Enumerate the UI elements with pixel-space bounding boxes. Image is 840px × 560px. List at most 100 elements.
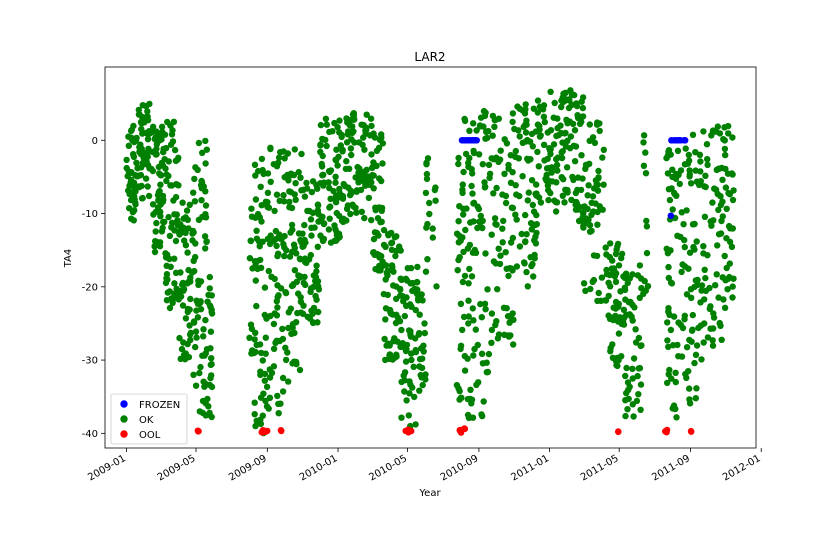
data-point-ok — [633, 397, 641, 405]
data-point-ok — [722, 184, 730, 191]
data-point-ok — [398, 341, 405, 349]
series-ool — [194, 425, 695, 436]
data-point-ok — [199, 149, 206, 156]
data-point-ok — [205, 291, 212, 299]
data-point-ok — [499, 239, 506, 246]
data-point-ok — [172, 237, 180, 245]
data-point-ok — [178, 345, 186, 353]
data-point-ok — [470, 120, 477, 127]
data-point-ok — [512, 182, 519, 189]
data-point-ok — [585, 216, 592, 223]
data-point-ok — [285, 378, 292, 385]
data-point-ok — [589, 278, 596, 285]
data-point-ok — [533, 211, 540, 219]
data-point-ok — [612, 278, 620, 286]
data-point-ok — [171, 280, 178, 287]
data-point-ok — [376, 262, 383, 270]
data-point-ok — [455, 218, 462, 225]
data-point-ok — [461, 367, 469, 374]
data-point-ok — [416, 363, 423, 370]
data-point-ok — [484, 286, 491, 293]
data-point-ok — [308, 188, 316, 196]
data-point-ok — [408, 356, 415, 364]
legend-label-ool: OOL — [139, 430, 161, 441]
data-point-ok — [472, 326, 479, 333]
data-point-ok — [407, 264, 415, 272]
data-point-ok — [402, 358, 410, 365]
data-point-ok — [681, 316, 688, 323]
data-point-ok — [485, 161, 493, 169]
data-point-ok — [701, 213, 709, 220]
x-tick-label: 2011-05 — [579, 453, 621, 483]
data-point-ok — [564, 189, 571, 196]
data-point-ok — [700, 339, 707, 346]
data-point-ok — [581, 220, 588, 227]
data-point-ok — [683, 344, 691, 351]
data-point-ok — [475, 151, 483, 158]
data-point-ool — [278, 427, 285, 435]
data-point-ok — [723, 205, 730, 212]
data-point-ok — [560, 90, 567, 98]
data-point-ok — [282, 356, 290, 364]
data-point-ok — [694, 276, 701, 284]
x-tick-label: 2009-01 — [86, 453, 128, 483]
data-point-ok — [502, 199, 510, 207]
data-point-ok — [183, 207, 191, 214]
data-point-ok — [272, 235, 280, 243]
data-point-ok — [608, 265, 615, 272]
data-point-ok — [545, 196, 552, 204]
data-point-ok — [186, 201, 193, 208]
data-point-ok — [251, 161, 259, 168]
data-point-ok — [130, 189, 137, 197]
data-point-ok — [265, 267, 272, 275]
data-point-ok — [265, 405, 272, 412]
data-point-ok — [586, 121, 593, 128]
data-point-ok — [317, 141, 324, 148]
data-point-ok — [580, 280, 588, 287]
data-point-ok — [168, 219, 176, 226]
data-point-ok — [674, 232, 681, 239]
data-point-ok — [363, 111, 370, 118]
data-point-ok — [295, 169, 302, 176]
data-point-ok — [675, 171, 682, 179]
data-point-ok — [192, 343, 199, 351]
data-point-ok — [345, 184, 352, 191]
data-point-ok — [686, 167, 693, 174]
data-point-ok — [340, 180, 347, 188]
x-tick-label: 2009-09 — [227, 453, 269, 483]
data-point-ok — [550, 141, 558, 148]
data-point-ok — [252, 277, 259, 284]
data-point-ok — [495, 245, 502, 252]
data-point-ok — [664, 379, 671, 387]
data-point-ok — [489, 132, 496, 139]
data-point-ok — [352, 174, 359, 181]
data-point-ok — [159, 198, 167, 205]
data-point-ok — [327, 239, 335, 246]
data-point-ok — [630, 413, 637, 420]
data-point-ok — [125, 168, 132, 175]
data-point-ok — [709, 199, 716, 206]
data-point-ok — [673, 414, 680, 421]
x-tick-label: 2010-05 — [367, 453, 409, 483]
data-point-ok — [501, 170, 508, 177]
data-point-ok — [132, 201, 139, 208]
data-point-ok — [275, 410, 282, 417]
data-point-ok — [678, 268, 685, 276]
data-point-ok — [385, 232, 392, 239]
data-point-ok — [343, 115, 350, 122]
data-point-ok — [535, 163, 542, 170]
data-point-ok — [610, 304, 617, 311]
data-point-ok — [203, 346, 211, 353]
data-point-ok — [726, 260, 733, 267]
data-point-ok — [196, 369, 203, 377]
data-point-ok — [615, 262, 623, 269]
data-point-ok — [286, 188, 293, 195]
data-point-ok — [491, 215, 499, 222]
data-point-ok — [417, 371, 424, 379]
data-point-ok — [572, 201, 579, 208]
data-point-ok — [422, 268, 430, 275]
data-point-ok — [499, 225, 506, 232]
data-point-ok — [191, 198, 199, 205]
data-point-ok — [685, 151, 692, 159]
data-point-ok — [298, 150, 305, 158]
